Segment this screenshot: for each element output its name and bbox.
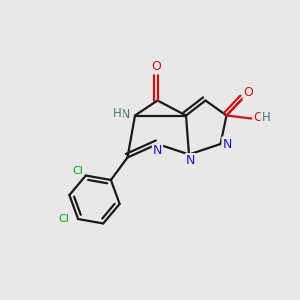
Text: N: N <box>121 107 130 121</box>
Text: N: N <box>222 137 232 151</box>
Text: H: H <box>261 111 270 124</box>
Text: N: N <box>186 154 195 167</box>
Text: Cl: Cl <box>72 166 83 176</box>
Text: H: H <box>113 106 122 120</box>
Text: O: O <box>254 111 263 124</box>
Text: Cl: Cl <box>58 214 69 224</box>
Text: N: N <box>153 144 162 157</box>
Text: O: O <box>244 86 253 99</box>
Text: O: O <box>151 60 161 74</box>
